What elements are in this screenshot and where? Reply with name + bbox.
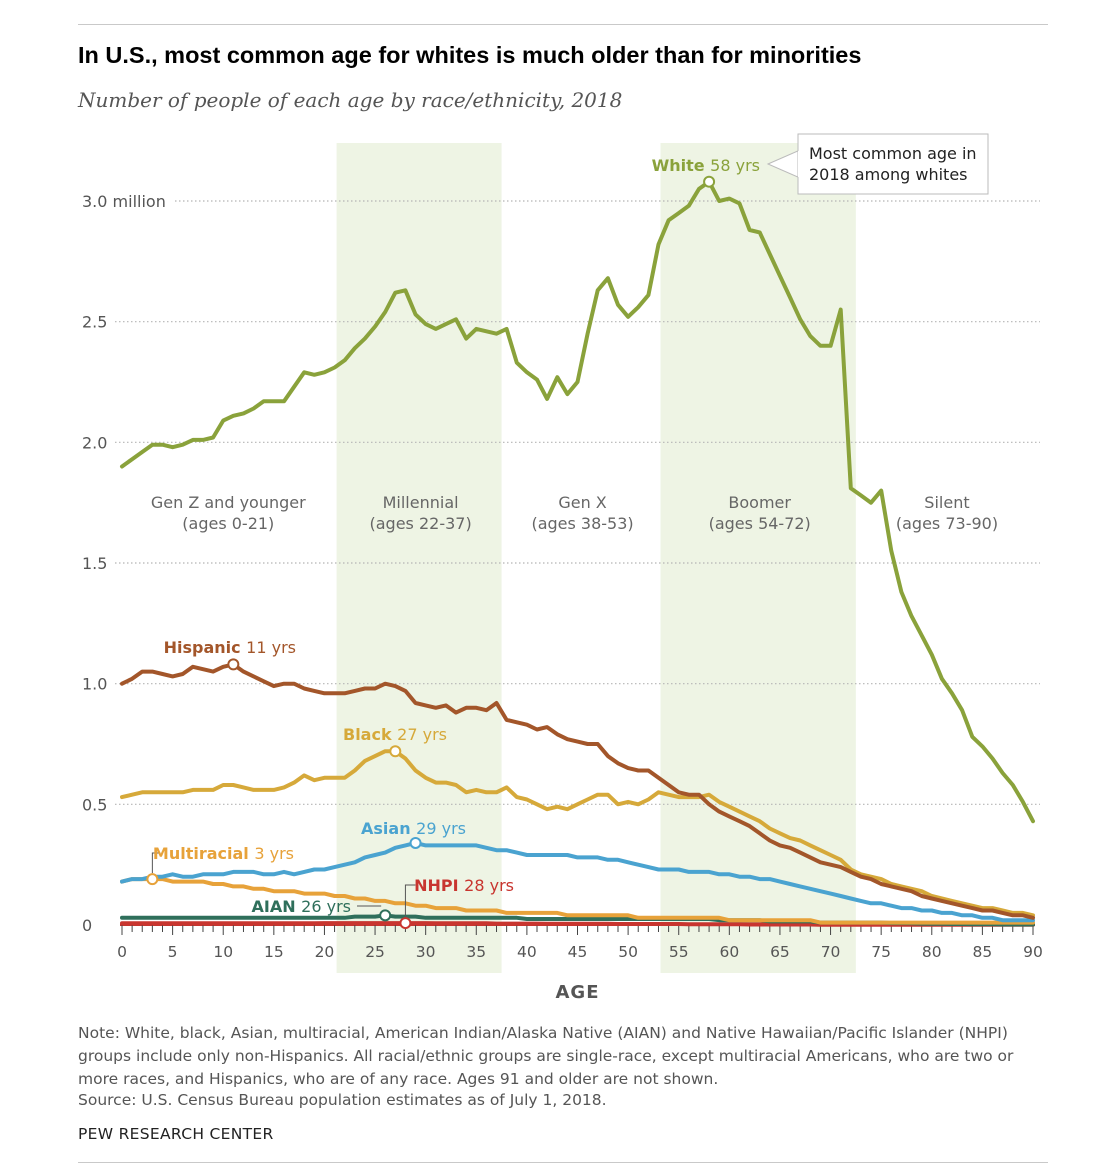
leader-line-nhpi bbox=[404, 884, 416, 918]
generation-range-millennial: (ages 22-37) bbox=[370, 514, 472, 533]
chart-note: Note: White, black, Asian, multiracial, … bbox=[78, 1024, 1014, 1088]
x-tick-label: 5 bbox=[168, 943, 178, 961]
x-tick-label: 0 bbox=[117, 943, 127, 961]
generation-label-silent: Silent bbox=[924, 493, 969, 512]
generation-range-boomer: (ages 54-72) bbox=[709, 514, 811, 533]
band-millennial bbox=[336, 143, 502, 973]
peak-marker-black bbox=[389, 745, 402, 758]
leader-line-multiracial bbox=[151, 852, 161, 874]
generation-range-gen-z-and-younger: (ages 0-21) bbox=[182, 514, 274, 533]
annotation-line-1: Most common age in bbox=[809, 144, 977, 163]
x-tick-label: 55 bbox=[669, 943, 689, 961]
x-tick-label: 40 bbox=[517, 943, 537, 961]
y-tick-label: 1.5 bbox=[82, 554, 107, 573]
series-line-nhpi bbox=[120, 921, 1035, 927]
peak-marker-hispanic bbox=[227, 658, 240, 671]
x-tick-label: 90 bbox=[1023, 943, 1043, 961]
series-label-hispanic: Hispanic 11 yrs bbox=[164, 638, 296, 657]
peak-marker-nhpi bbox=[399, 917, 412, 930]
annotation-line-2: 2018 among whites bbox=[809, 165, 968, 184]
peak-marker-multiracial bbox=[146, 873, 159, 886]
series-label-white: White 58 yrs bbox=[652, 156, 760, 175]
x-axis-title: AGE bbox=[555, 982, 599, 1003]
y-tick-label: 3.0 million bbox=[82, 192, 166, 211]
brand-label: PEW RESEARCH CENTER bbox=[78, 1125, 274, 1143]
x-tick-label: 85 bbox=[973, 943, 993, 961]
series-label-nhpi: NHPI 28 yrs bbox=[414, 876, 514, 895]
y-tick-label: 0.5 bbox=[82, 795, 107, 814]
chart-subtitle: Number of people of each age by race/eth… bbox=[78, 88, 623, 112]
peak-marker-white bbox=[703, 175, 716, 188]
peak-marker-asian bbox=[409, 836, 422, 849]
y-tick-label: 2.5 bbox=[82, 313, 107, 332]
y-tick-label: 2.0 bbox=[82, 433, 107, 452]
series-line-white bbox=[120, 179, 1035, 824]
x-tick-label: 35 bbox=[466, 943, 486, 961]
x-tick-label: 20 bbox=[315, 943, 335, 961]
series-line-multiracial bbox=[120, 877, 1035, 925]
x-tick-label: 70 bbox=[821, 943, 841, 961]
bottom-rule bbox=[78, 1162, 1048, 1163]
peak-marker-aian bbox=[379, 909, 392, 922]
generation-label-millennial: Millennial bbox=[383, 493, 459, 512]
series-label-aian: AIAN 26 yrs bbox=[251, 897, 351, 916]
series-label-black: Black 27 yrs bbox=[343, 725, 447, 744]
x-tick-label: 60 bbox=[719, 943, 739, 961]
y-tick-label: 1.0 bbox=[82, 675, 107, 694]
top-rule bbox=[78, 24, 1048, 25]
series-line-hispanic bbox=[120, 662, 1035, 920]
line-chart: Gen Z and younger (ages 0-21) Millennial (a… bbox=[82, 133, 1043, 1003]
x-tick-label: 50 bbox=[618, 943, 638, 961]
generation-range-silent: (ages 73-90) bbox=[896, 514, 998, 533]
x-tick-label: 45 bbox=[568, 943, 588, 961]
x-tick-label: 65 bbox=[770, 943, 790, 961]
series-label-multiracial: Multiracial 3 yrs bbox=[153, 844, 294, 863]
generation-label-gen-x: Gen X bbox=[558, 493, 606, 512]
generation-label-boomer: Boomer bbox=[728, 493, 791, 512]
chart-source: Source: U.S. Census Bureau population es… bbox=[78, 1091, 607, 1109]
x-tick-label: 75 bbox=[871, 943, 891, 961]
chart-title: In U.S., most common age for whites is m… bbox=[78, 42, 862, 68]
generation-range-gen-x: (ages 38-53) bbox=[531, 514, 633, 533]
band-boomer bbox=[660, 143, 856, 973]
series-label-asian: Asian 29 yrs bbox=[361, 819, 466, 838]
series-line-black bbox=[120, 749, 1035, 918]
annotation-box bbox=[797, 133, 989, 195]
series-line-asian bbox=[120, 840, 1035, 923]
x-tick-label: 30 bbox=[416, 943, 436, 961]
x-tick-label: 15 bbox=[264, 943, 284, 961]
x-tick-label: 10 bbox=[213, 943, 233, 961]
y-tick-label: 0 bbox=[82, 916, 92, 935]
x-tick-label: 80 bbox=[922, 943, 942, 961]
generation-label-gen-z-and-younger: Gen Z and younger bbox=[151, 493, 306, 512]
x-tick-label: 25 bbox=[365, 943, 385, 961]
